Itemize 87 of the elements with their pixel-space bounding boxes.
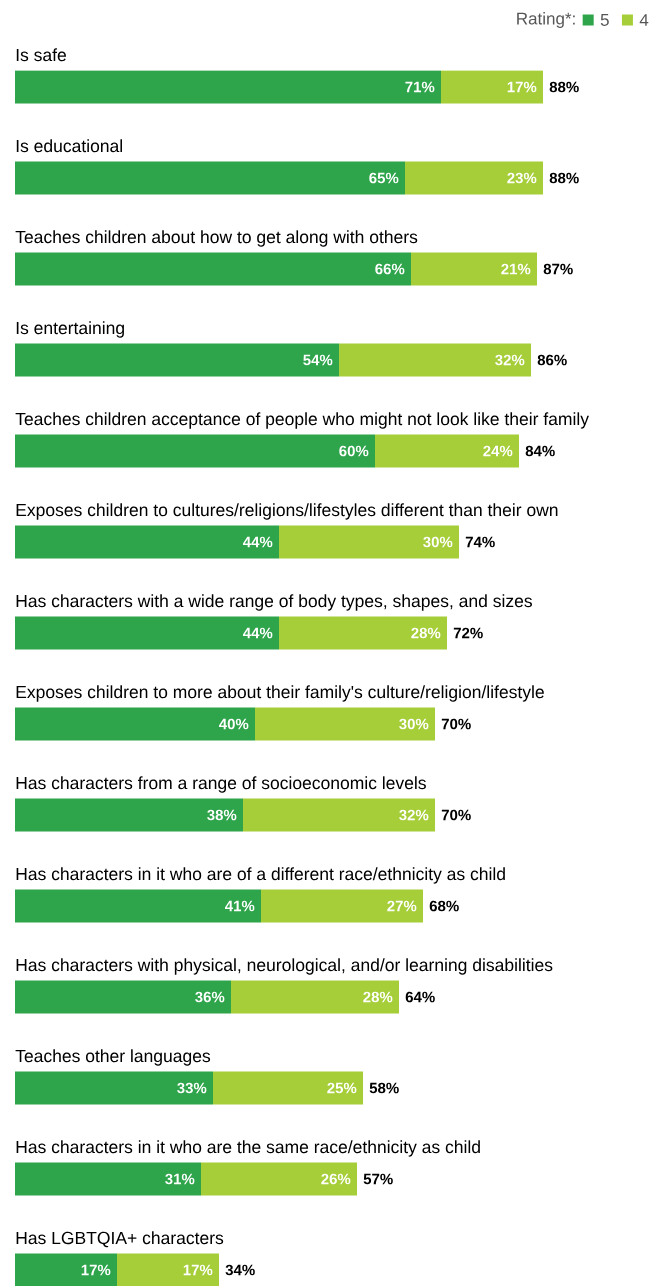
data-label: 26%	[321, 1173, 351, 1185]
bar	[375, 434, 519, 468]
bar	[231, 980, 399, 1014]
bar	[15, 889, 261, 923]
data-label: 33%	[177, 1082, 207, 1094]
y-tick-label: Has characters with physical, neurological, and/or learning disabilities	[16, 958, 553, 975]
bar	[441, 70, 543, 104]
bar	[15, 161, 405, 195]
bar	[339, 343, 531, 377]
y-tick-label: Is educational	[16, 139, 122, 153]
y-tick-label: Is safe	[16, 48, 66, 62]
bar	[279, 616, 447, 650]
data-label: 36%	[195, 991, 225, 1003]
data-label: 30%	[399, 718, 429, 730]
data-label: 17%	[81, 1264, 111, 1276]
bar	[213, 1071, 363, 1105]
data-label: 24%	[483, 445, 513, 457]
data-label: 28%	[411, 627, 441, 639]
total-label: 57%	[363, 1173, 393, 1185]
data-label: 27%	[387, 900, 417, 912]
total-label: 34%	[225, 1264, 255, 1276]
data-label: 31%	[165, 1173, 195, 1185]
data-label: 71%	[405, 81, 435, 93]
total-label: 88%	[549, 81, 579, 93]
data-label: 44%	[242, 536, 273, 548]
total-label: 72%	[453, 627, 483, 639]
y-tick-label: Exposes children to cultures/religions/lifestyles different than their own	[16, 503, 558, 520]
total-label: 58%	[369, 1082, 399, 1094]
total-label: 74%	[465, 536, 495, 548]
total-label: 68%	[429, 900, 459, 912]
bar	[15, 343, 339, 377]
bar	[15, 616, 279, 650]
bar	[117, 1253, 219, 1286]
y-tick-label: Is entertaining	[16, 321, 124, 338]
data-label: 38%	[207, 809, 237, 821]
data-label: 17%	[183, 1264, 213, 1276]
y-tick-label: Teaches other languages	[15, 1049, 211, 1066]
bar	[15, 1162, 201, 1196]
bar	[15, 707, 255, 741]
bar	[201, 1162, 357, 1196]
y-tick-label: Has characters from a range of socioeconomic levels	[16, 776, 426, 793]
total-label: 70%	[441, 809, 471, 821]
bar	[15, 1071, 213, 1105]
data-label: 21%	[501, 263, 531, 275]
data-label: 44%	[242, 627, 273, 639]
bar	[15, 70, 441, 104]
bar	[279, 525, 459, 559]
legend-label: 4	[639, 14, 649, 26]
bar	[261, 889, 423, 923]
data-label: 17%	[507, 81, 537, 93]
y-tick-label: Exposes children to more about their family's culture/religion/lifestyle	[16, 685, 544, 702]
y-tick-label: Has LGBTQIA+ characters	[16, 1231, 224, 1248]
data-label: 54%	[303, 354, 333, 366]
y-tick-label: Has characters with a wide range of body types, shapes, and sizes	[16, 594, 532, 611]
total-label: 88%	[549, 172, 579, 184]
bar	[15, 434, 375, 468]
bar	[255, 707, 435, 741]
bar	[243, 798, 435, 832]
legend-label: 5	[600, 14, 609, 26]
bar	[15, 1253, 117, 1286]
total-label: 87%	[543, 263, 573, 275]
data-label: 32%	[495, 354, 525, 366]
data-label: 60%	[339, 445, 369, 457]
y-tick-label: Teaches children about how to get along with others	[15, 230, 418, 247]
data-label: 40%	[218, 718, 249, 730]
data-label: 32%	[399, 809, 429, 821]
data-label: 25%	[327, 1082, 357, 1094]
bar	[15, 525, 279, 559]
data-label: 28%	[363, 991, 393, 1003]
bar	[15, 980, 231, 1014]
legend-title: Rating*:	[517, 12, 575, 28]
total-label: 84%	[525, 445, 555, 457]
data-label: 23%	[507, 172, 537, 184]
total-label: 64%	[405, 991, 435, 1003]
bar	[405, 161, 543, 195]
data-label: 41%	[224, 900, 255, 912]
bar	[15, 252, 411, 286]
data-label: 66%	[375, 263, 405, 275]
y-tick-label: Has characters in it who are of a different race/ethnicity as child	[16, 867, 505, 884]
total-label: 70%	[441, 718, 471, 730]
y-tick-label: Teaches children acceptance of people who might not look like their family	[15, 412, 589, 429]
data-label: 30%	[423, 536, 453, 548]
total-label: 86%	[537, 354, 567, 366]
bar	[410, 252, 537, 286]
data-label: 65%	[369, 172, 399, 184]
bar	[15, 798, 243, 832]
y-tick-label: Has characters in it who are the same race/ethnicity as child	[16, 1140, 480, 1157]
